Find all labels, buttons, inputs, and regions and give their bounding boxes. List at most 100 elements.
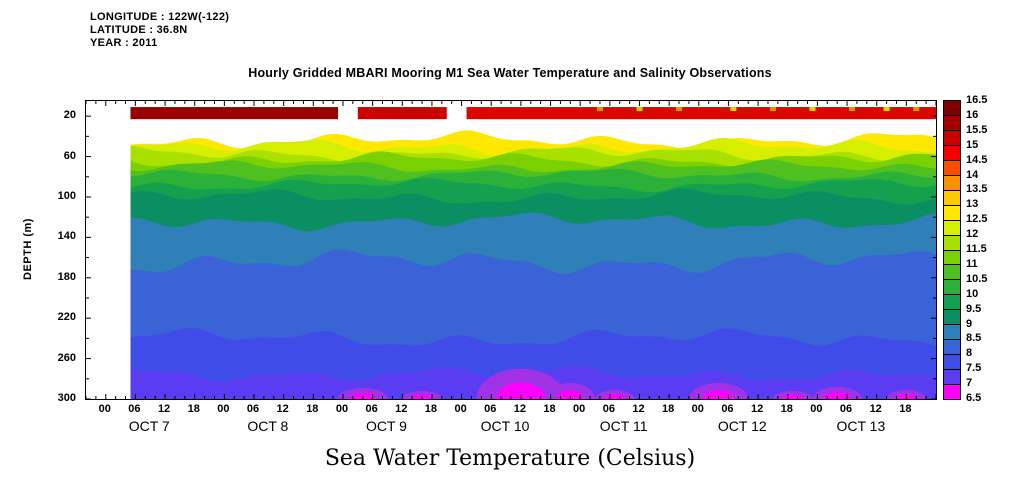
x-tick-label: 00: [810, 403, 823, 415]
x-tick-label: 06: [721, 403, 734, 415]
x-tick-label: 12: [869, 403, 882, 415]
x-tick-label: 00: [691, 403, 704, 415]
plot-area: [85, 100, 937, 400]
colorbar-tick-label: 13: [966, 198, 979, 211]
x-tick-label: 12: [750, 403, 764, 415]
colorbar-cell: [944, 101, 960, 115]
x-date-labels: OCT 7 OCT 8 OCT 9 OCT 10 OCT 11 OCT 12 OCT 13: [0, 418, 1009, 436]
colorbar-cell: [944, 384, 960, 400]
colorbar-tick-label: 7.5: [966, 362, 982, 375]
x-tick-label: 18: [899, 403, 912, 415]
colorbar-tick-label: 12: [966, 228, 979, 241]
colorbar-tick-label: 14.5: [966, 153, 988, 166]
colorbar-tick-label: 10: [966, 287, 979, 300]
x-tick-labels: 00 06 12 18 00 06 12 18 00 06 12 18 00 06 12 18 00 06 12 18…: [0, 403, 1009, 417]
x-tick-label: 18: [543, 403, 556, 415]
colorbar: [943, 100, 961, 400]
colorbar-cell: [944, 249, 960, 265]
x-tick-label: 06: [484, 403, 497, 415]
x-tick-label: 12: [157, 403, 171, 415]
y-tick-label: 260: [57, 351, 76, 364]
y-tick-label: 220: [57, 311, 76, 324]
surface-strip-fleck: [769, 107, 776, 112]
colorbar-cell: [944, 114, 960, 130]
colorbar-tick-label: 7: [966, 377, 973, 390]
x-date-label: OCT 10: [480, 418, 530, 434]
x-tick-label: 06: [839, 403, 853, 415]
colorbar-cell: [944, 294, 960, 310]
y-tick-label: 60: [63, 149, 76, 162]
colorbar-cell: [944, 189, 960, 205]
colorbar-tick-label: 6.5: [966, 392, 982, 404]
year-label: YEAR : 2011: [90, 37, 158, 49]
colorbar-tick-label: 16.5: [966, 94, 988, 106]
cold-patch-inner: [349, 392, 377, 399]
surface-strip-fleck: [809, 107, 816, 112]
colorbar-cell: [944, 264, 960, 280]
colorbar-cell: [944, 174, 960, 190]
colorbar-cell: [944, 234, 960, 250]
cold-patch-inner: [496, 382, 546, 399]
x-tick-label: 06: [365, 403, 378, 415]
surface-strip-fleck: [636, 107, 643, 112]
surface-strip-fleck: [676, 107, 683, 112]
x-tick-label: 18: [662, 403, 675, 415]
colorbar-cell: [944, 324, 960, 340]
heatmap-svg: [86, 101, 936, 399]
surface-strip-fleck: [596, 107, 603, 112]
colorbar-tick-label: 9.5: [966, 302, 982, 315]
surface-strip-segment: [466, 107, 936, 120]
cold-patch-inner: [823, 392, 851, 399]
metadata-block: LONGITUDE : 122W(-122) LATITUDE : 36.8N …: [90, 11, 229, 50]
colorbar-tick-label: 14: [966, 168, 979, 181]
x-date-label: OCT 12: [717, 418, 767, 434]
x-date-label: OCT 13: [836, 418, 886, 434]
caption: Sea Water Temperature (Celsius): [324, 446, 696, 471]
x-date-label: OCT 7: [128, 418, 170, 434]
surface-strip-segment: [357, 107, 447, 120]
colorbar-cell: [944, 144, 960, 160]
colorbar-tick-label: 9: [966, 317, 973, 330]
surface-strip-fleck: [883, 107, 890, 112]
x-tick-label: 18: [306, 403, 319, 415]
surface-strip-segment: [130, 107, 339, 120]
x-tick-label: 18: [780, 403, 793, 415]
x-date-label: OCT 8: [247, 418, 289, 434]
colorbar-tick-label: 11.5: [966, 243, 987, 255]
x-tick-label: 00: [454, 403, 467, 415]
x-tick-label: 12: [395, 403, 408, 415]
y-tick-label: 180: [57, 270, 76, 283]
x-tick-label: 00: [335, 403, 349, 415]
colorbar-tick-label: 11: [966, 257, 978, 270]
colorbar-cell: [944, 339, 960, 355]
y-tick-label: 20: [63, 109, 76, 122]
longitude-label: LONGITUDE : 122W(-122): [90, 11, 230, 23]
y-tick-label: 100: [57, 189, 76, 202]
colorbar-cell: [944, 159, 960, 175]
colorbar-tick-label: 12.5: [966, 213, 988, 226]
x-date-label: OCT 9: [365, 418, 407, 434]
x-tick-label: 00: [98, 403, 111, 415]
y-axis-title: DEPTH (m): [22, 218, 34, 280]
x-tick-label: 12: [632, 403, 645, 415]
colorbar-cell: [944, 204, 960, 220]
colorbar-cell: [944, 309, 960, 325]
y-tick-labels: 20 60 100 140 180 220 260 300: [36, 100, 80, 404]
x-tick-label: 00: [217, 403, 230, 415]
y-tick-label: 300: [57, 392, 76, 404]
y-tick-label: 140: [57, 230, 76, 243]
x-tick-label: 18: [424, 403, 438, 415]
x-tick-label: 12: [276, 403, 289, 415]
colorbar-cell: [944, 279, 960, 295]
colorbar-tick-label: 15.5: [966, 123, 988, 136]
x-date-label: OCT 11: [599, 418, 648, 434]
colorbar-cell: [944, 369, 960, 385]
x-tick-label: 06: [128, 403, 141, 415]
colorbar-cell: [944, 219, 960, 235]
surface-strip-fleck: [848, 107, 855, 112]
colorbar-tick-label: 8: [966, 347, 973, 360]
cold-patch-inner: [702, 390, 735, 399]
surface-strip-fleck: [913, 107, 920, 112]
x-tick-label: 12: [513, 403, 526, 415]
x-tick-label: 18: [187, 403, 200, 415]
